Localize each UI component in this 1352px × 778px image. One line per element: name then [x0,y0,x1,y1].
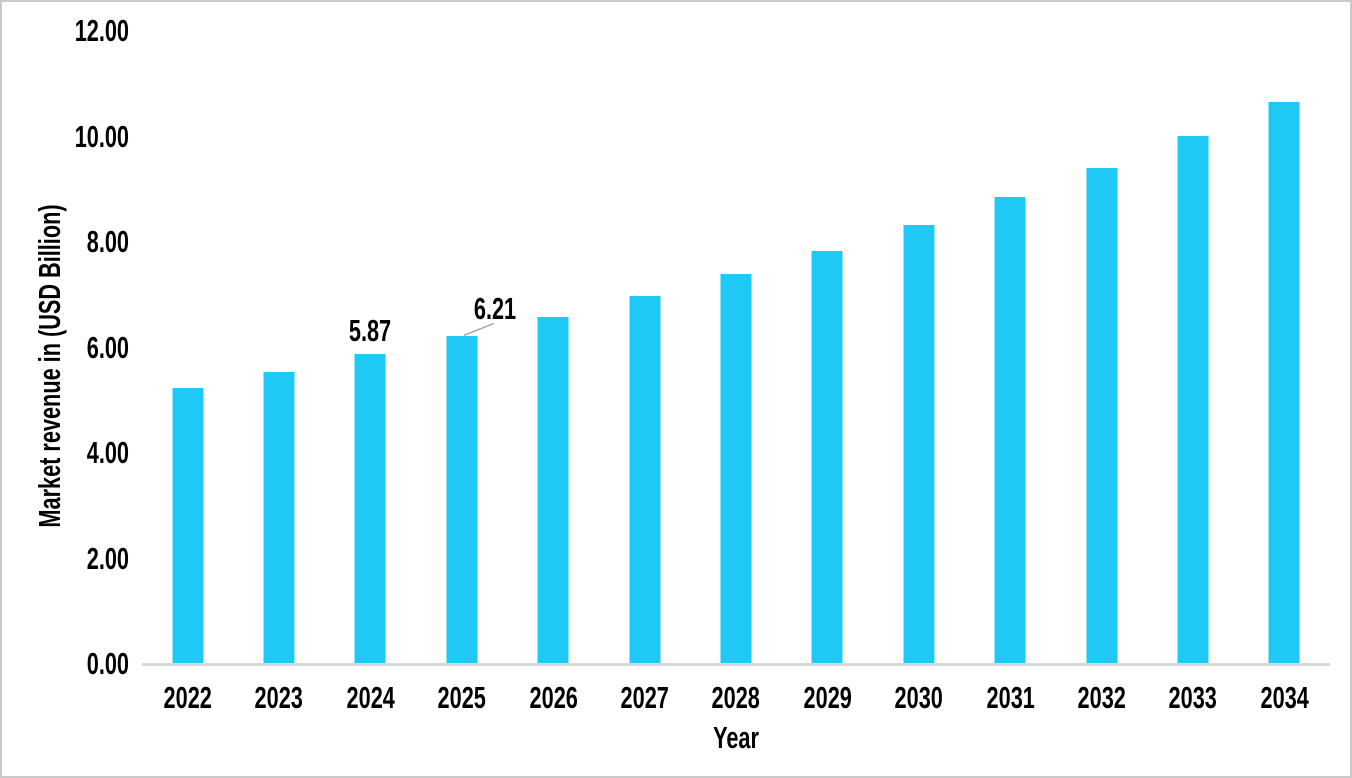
y-tick-label: 8.00 [86,224,129,259]
bar-2023 [263,371,295,664]
x-tick-label: 2023 [254,680,304,715]
bar-2025 [446,336,478,664]
data-label-2025: 6.21 [473,291,516,327]
x-axis-tick-labels: 2022 2023 2024 2025 2026 2027 2028 2029 2030 2031… [142,681,1330,715]
bar-2029 [811,250,843,664]
bar-2033 [1177,135,1209,664]
x-tick-label: 2025 [437,680,487,715]
data-label-2024: 5.87 [349,313,392,349]
bar-2030 [903,225,935,664]
leader-line [463,322,495,337]
bar-2024 [354,354,386,664]
y-tick-label: 0.00 [86,646,129,681]
x-tick-label: 2032 [1077,680,1126,715]
y-tick-label: 6.00 [86,329,129,365]
x-tick-label: 2028 [711,680,761,715]
bar-2031 [994,196,1026,664]
x-axis-title: Year [713,720,759,755]
bar-2022 [172,387,204,664]
x-axis-line [142,663,1330,666]
plot-area: 5.87 6.21 [142,31,1330,664]
bar-2027 [629,295,661,664]
x-tick-label: 2026 [529,680,578,715]
x-tick-label: 2029 [803,680,852,715]
bar-2028 [720,274,752,664]
bar-2026 [537,316,569,664]
x-tick-label: 2022 [163,680,212,715]
x-tick-label: 2027 [620,680,669,715]
x-tick-label: 2031 [986,680,1035,715]
y-tick-label: 12.00 [74,13,129,48]
x-tick-label: 2034 [1260,680,1309,715]
leader-line-layer [463,322,495,337]
x-tick-label: 2024 [346,680,395,715]
y-tick-label: 10.00 [74,118,129,154]
bar-2034 [1268,102,1300,664]
x-tick-label: 2033 [1168,680,1218,715]
y-tick-label: 2.00 [86,540,129,576]
x-tick-label: 2030 [894,680,943,715]
bar-2032 [1086,168,1118,664]
y-tick-label: 4.00 [86,435,129,470]
